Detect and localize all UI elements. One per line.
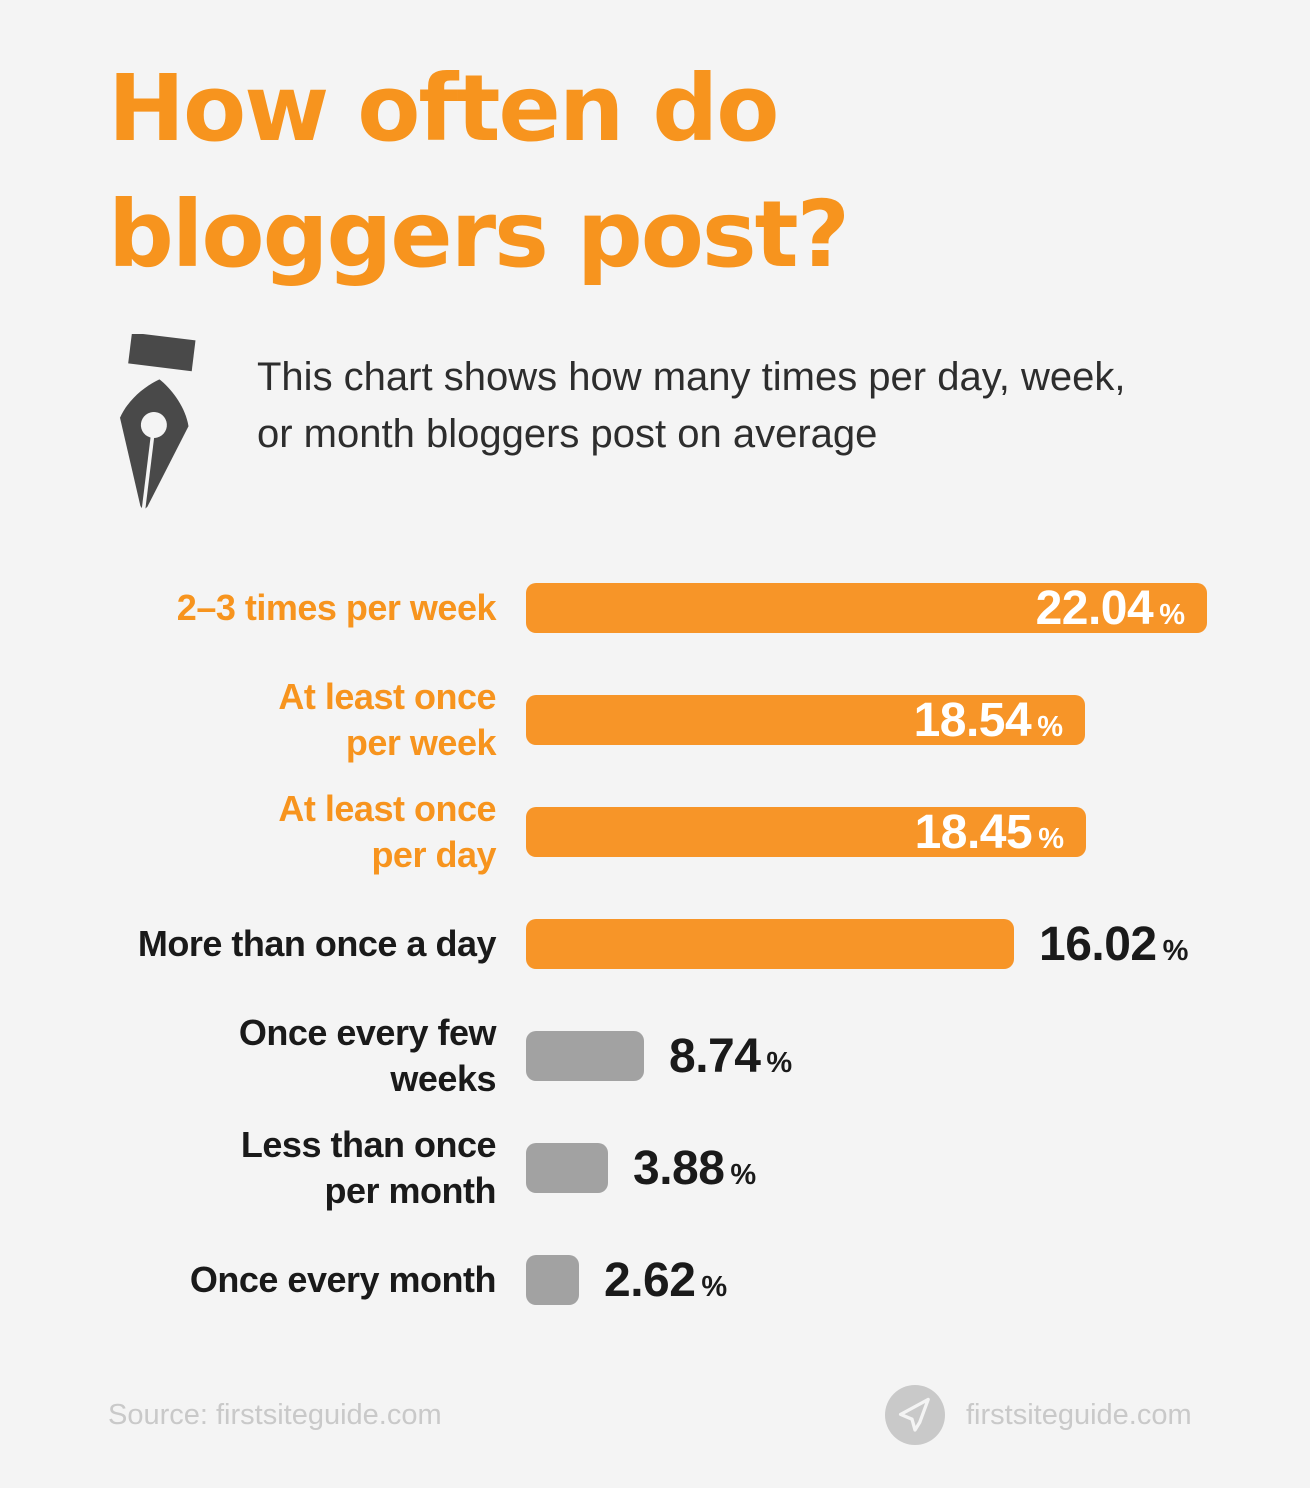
bar-value: 2.62%	[604, 1253, 727, 1308]
bar-value: 16.02%	[1039, 917, 1188, 972]
brand: firstsiteguide.com	[885, 1385, 1192, 1445]
bar-track: 8.74%	[526, 1029, 792, 1084]
page-title-line-1: How often do	[108, 55, 779, 162]
chart-description-line-1: This chart shows how many times per day,…	[257, 355, 1126, 399]
bar	[526, 1143, 608, 1193]
bar-value-unit: %	[701, 1270, 728, 1303]
row-label: Once every month	[189, 1259, 497, 1300]
chart-row: 2–3 times per week 22.04%	[0, 581, 1310, 636]
brand-text: firstsiteguide.com	[966, 1398, 1192, 1431]
row-label: 2–3 times per week	[176, 587, 497, 628]
chart-row: More than once a day 16.02%	[0, 917, 1310, 972]
source-text: Source: firstsiteguide.com	[108, 1399, 442, 1431]
bar-value: 8.74%	[669, 1029, 792, 1084]
bar	[526, 919, 1014, 969]
bar-value-unit: %	[730, 1158, 757, 1191]
page-title: How often do bloggers post?	[108, 46, 850, 298]
bar-value: 18.45%	[915, 805, 1064, 860]
row-label: Once every few weeks	[238, 1012, 497, 1099]
bar-value-unit: %	[1162, 934, 1189, 967]
bar-track: 22.04%	[526, 581, 1207, 636]
bar-track: 18.54%	[526, 693, 1085, 748]
bar-value-number: 22.04	[1035, 581, 1154, 635]
chart-description: This chart shows how many times per day,…	[257, 349, 1125, 463]
bar-track: 16.02%	[526, 917, 1188, 972]
chart-row: At least once per week 18.54%	[0, 676, 1310, 763]
row-label: Less than once per month	[240, 1124, 497, 1211]
chart-row: Less than once per month 3.88%	[0, 1124, 1310, 1211]
chart-row: Once every month 2.62%	[0, 1253, 1310, 1308]
bar-track: 2.62%	[526, 1253, 727, 1308]
bar-value-unit: %	[766, 1046, 793, 1079]
bar	[526, 1255, 579, 1305]
bar-value: 18.54%	[914, 693, 1063, 748]
bar-track: 18.45%	[526, 805, 1086, 860]
row-label: At least once per week	[278, 676, 496, 763]
bar	[526, 1031, 644, 1081]
bar-value-number: 8.74	[669, 1029, 761, 1083]
pen-nib-icon	[104, 334, 204, 514]
bar-value-unit: %	[1037, 710, 1063, 743]
bar-value-number: 2.62	[604, 1253, 696, 1307]
bar-value: 22.04%	[1036, 581, 1185, 636]
bar-value-number: 18.54	[913, 693, 1032, 747]
bar-value-number: 16.02	[1039, 917, 1157, 971]
page-title-line-2: bloggers post?	[108, 181, 850, 288]
bar-value-number: 3.88	[633, 1141, 725, 1195]
chart-description-line-2: or month bloggers post on average	[257, 412, 878, 456]
paper-plane-icon	[885, 1385, 945, 1445]
bar-value-unit: %	[1038, 822, 1064, 855]
chart-row: At least once per day 18.45%	[0, 788, 1310, 875]
bar: 22.04%	[526, 581, 1207, 636]
bar: 18.54%	[526, 693, 1085, 748]
bar-value-unit: %	[1159, 598, 1185, 631]
bar: 18.45%	[526, 805, 1086, 860]
bar-track: 3.88%	[526, 1141, 756, 1196]
bar-value-number: 18.45	[914, 805, 1033, 859]
row-label: More than once a day	[137, 923, 497, 964]
row-label: At least once per day	[278, 788, 496, 875]
chart-row: Once every few weeks 8.74%	[0, 1012, 1310, 1099]
bar-value: 3.88%	[633, 1141, 756, 1196]
